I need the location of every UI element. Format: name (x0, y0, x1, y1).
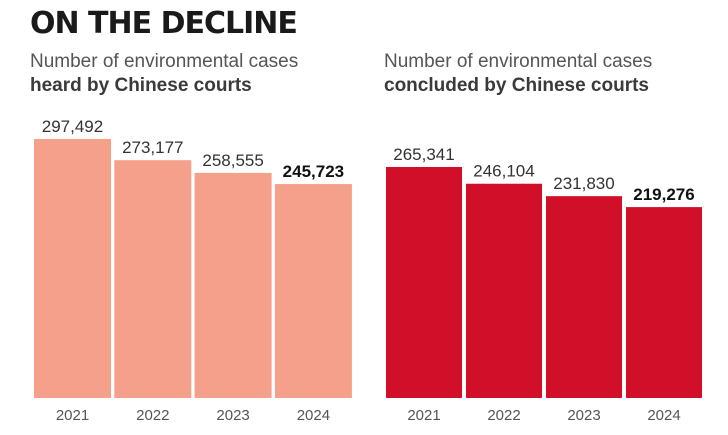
tick-label-concluded-2022: 2022 (487, 407, 520, 424)
bar-concluded-2023 (546, 196, 622, 398)
chart1-subtitle: Number of environmental cases heard by C… (30, 50, 298, 98)
chart-heard: 297,492 2021 273,177 2022 258,555 2023 245,723… (34, 117, 352, 424)
tick-label-heard-2021: 2021 (56, 407, 89, 424)
value-label-concluded-2023: 231,830 (553, 174, 614, 193)
chart2-subtitle: Number of environmental cases concluded … (384, 50, 652, 98)
chart2-subtitle-line1: Number of environmental cases (384, 51, 653, 72)
bar-concluded-2024 (626, 207, 702, 398)
value-label-concluded-2024: 219,276 (633, 185, 694, 204)
chart2-subtitle-line2: concluded by Chinese courts (384, 75, 649, 96)
bar-concluded-2022 (466, 183, 542, 398)
bar-heard-2021 (34, 139, 111, 398)
value-label-concluded-2022: 246,104 (473, 162, 534, 181)
tick-label-heard-2024: 2024 (297, 407, 330, 424)
bar-heard-2022 (114, 160, 192, 398)
bar-heard-2024 (274, 184, 352, 398)
tick-label-heard-2022: 2022 (136, 407, 169, 424)
chart1-subtitle-line1: Number of environmental cases (30, 51, 299, 72)
value-label-heard-2023: 258,555 (202, 151, 263, 170)
chart1-subtitle-line2: heard by Chinese courts (30, 75, 252, 96)
bar-concluded-2021 (386, 166, 462, 398)
value-label-heard-2021: 297,492 (42, 117, 103, 136)
value-label-concluded-2021: 265,341 (393, 145, 454, 164)
chart-concluded: 265,341 2021 246,104 2022 231,830 2023 219,276… (386, 145, 702, 424)
value-label-heard-2024: 245,723 (283, 162, 344, 181)
tick-label-heard-2023: 2023 (216, 407, 249, 424)
bar-heard-2023 (194, 172, 272, 398)
value-label-heard-2022: 273,177 (122, 138, 183, 157)
tick-label-concluded-2023: 2023 (567, 407, 600, 424)
tick-label-concluded-2024: 2024 (647, 407, 680, 424)
headline: ON THE DECLINE (30, 6, 298, 41)
tick-label-concluded-2021: 2021 (407, 407, 440, 424)
